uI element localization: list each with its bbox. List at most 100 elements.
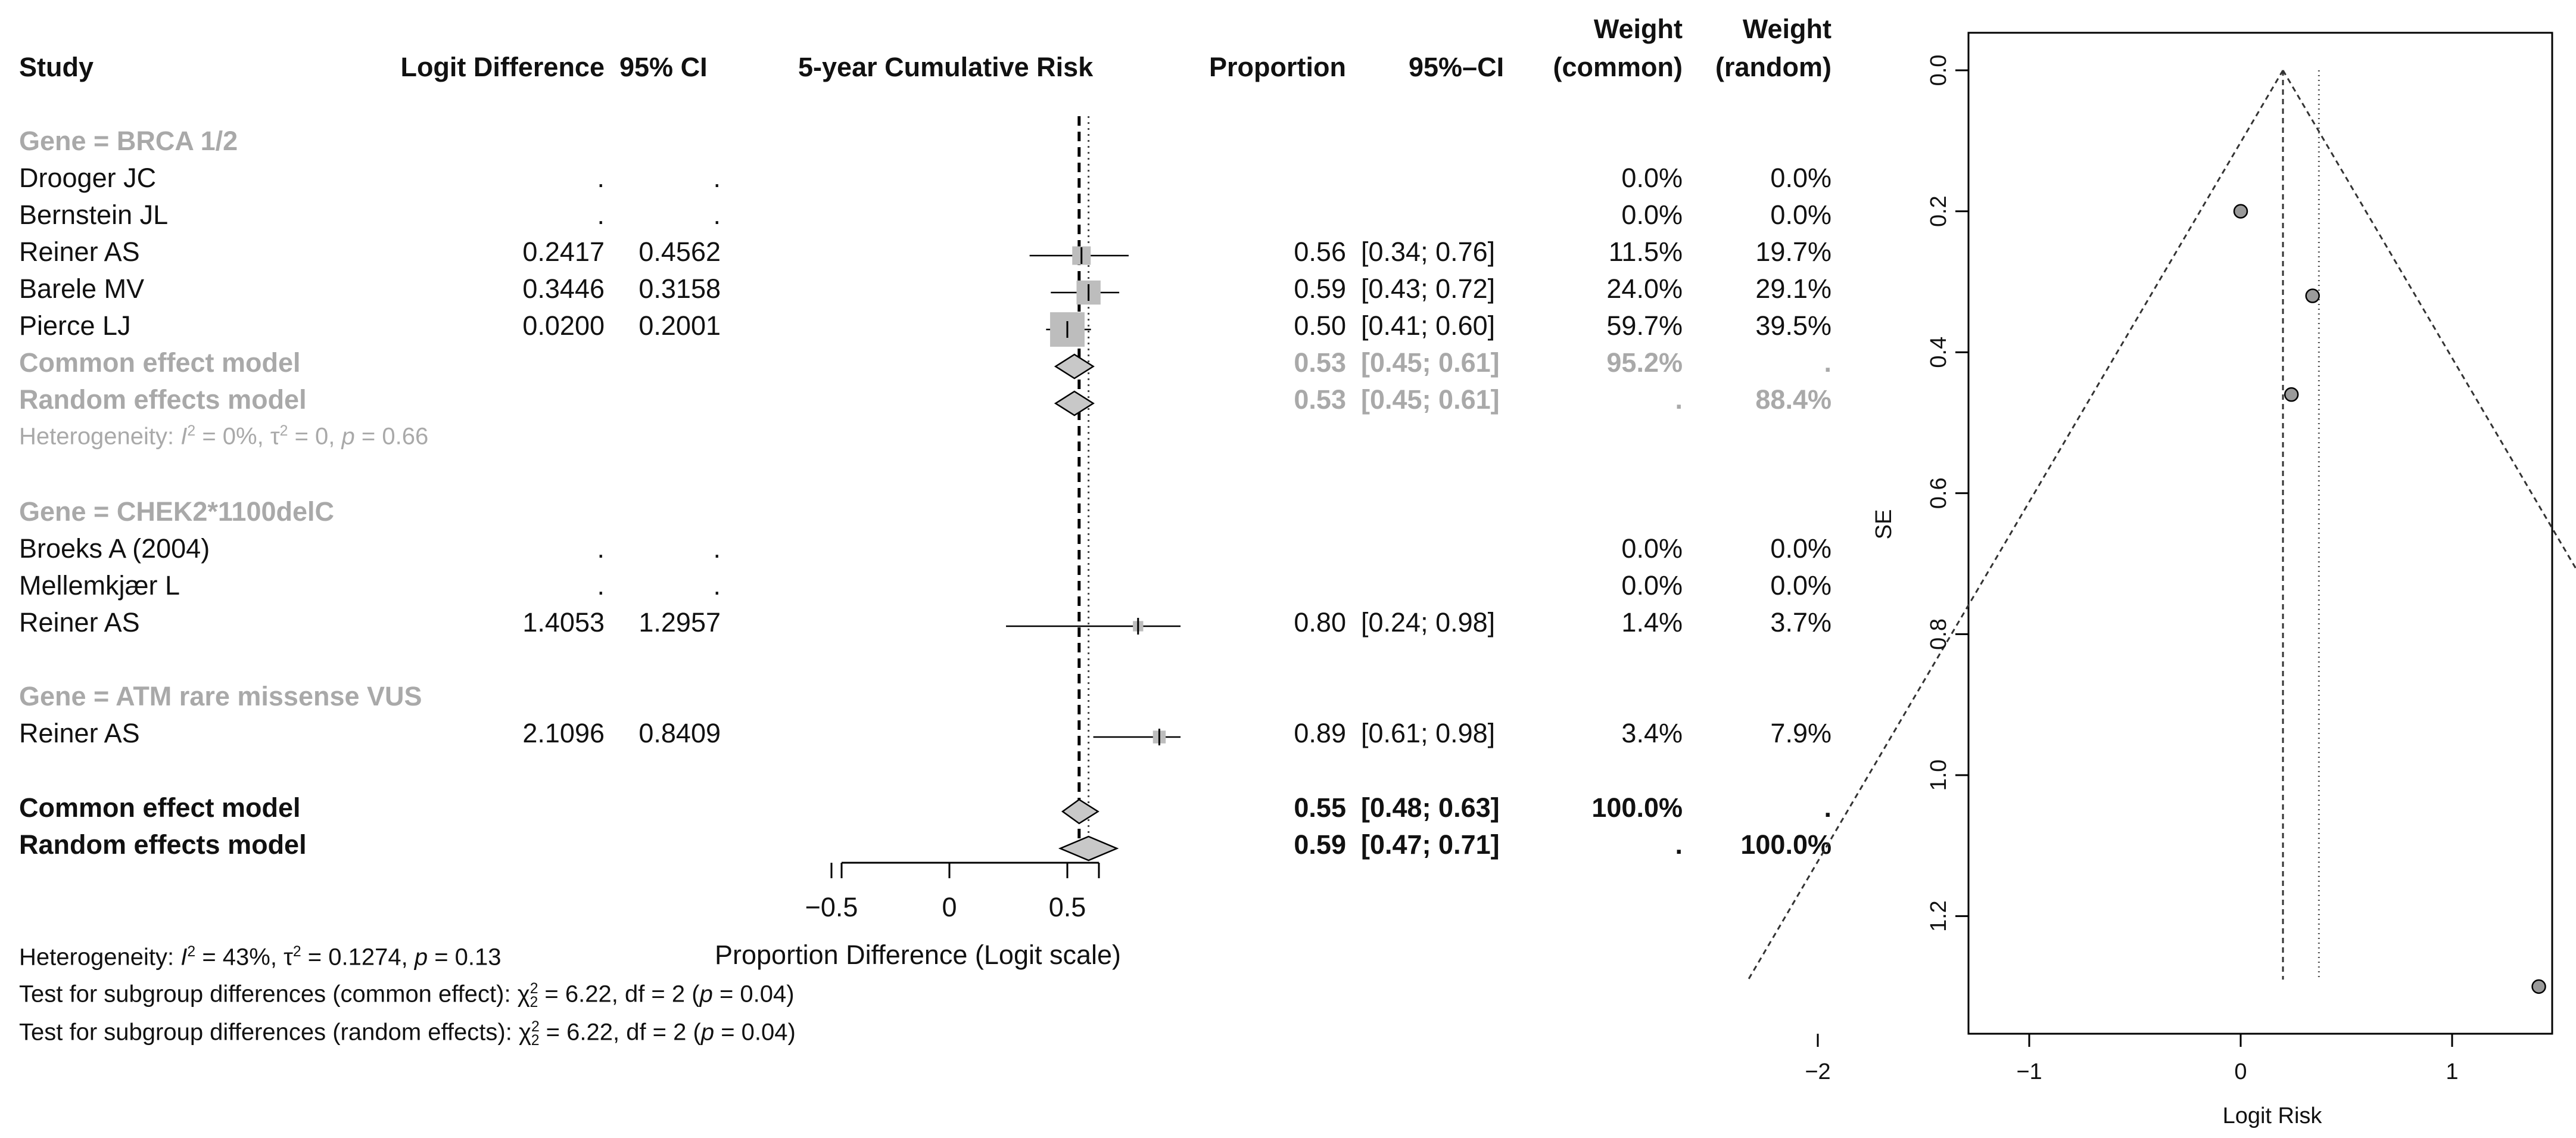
study-proportion: 0.56 bbox=[1294, 237, 1346, 267]
subgroup-random-weight-common: . bbox=[1675, 384, 1683, 415]
study-weight-common: 11.5% bbox=[1608, 237, 1683, 267]
header-weight-random-2: (random) bbox=[1715, 52, 1831, 82]
study-ci: [0.43; 0.72] bbox=[1361, 273, 1496, 304]
funnel-y-tick-label: 1.2 bbox=[1926, 900, 1951, 932]
study-ci95: . bbox=[713, 200, 721, 230]
group-label-chek2: Gene = CHEK2*1100delC bbox=[19, 496, 335, 527]
study-weight-random: 7.9% bbox=[1770, 718, 1831, 748]
header-weight-common-2: (common) bbox=[1553, 52, 1683, 82]
funnel-x-tick-label: 0 bbox=[2234, 1059, 2247, 1084]
funnel-right-boundary bbox=[2282, 70, 2576, 571]
study-name: Drooger JC bbox=[19, 163, 157, 193]
forest-x-tick-label: 0 bbox=[942, 892, 957, 922]
study-weight-common: 1.4% bbox=[1621, 607, 1683, 638]
study-weight-common: 59.7% bbox=[1606, 310, 1683, 341]
study-logit-diff: 0.0200 bbox=[522, 310, 605, 341]
study-weight-random: 0.0% bbox=[1770, 533, 1831, 564]
study-name: Broeks A (2004) bbox=[19, 533, 210, 564]
overall-common-proportion: 0.55 bbox=[1294, 792, 1346, 823]
overall-random-model: Random effects model bbox=[19, 829, 307, 860]
funnel-y-tick-label: 1.0 bbox=[1926, 760, 1951, 791]
study-weight-random: 39.5% bbox=[1755, 310, 1831, 341]
funnel-point bbox=[2531, 979, 2546, 994]
study-ci95: . bbox=[713, 163, 721, 193]
overall-common-weight-common: 100.0% bbox=[1591, 792, 1683, 823]
forest-x-axis-label: Proportion Difference (Logit scale) bbox=[715, 940, 1122, 970]
subgroup-random-ci: [0.45; 0.61] bbox=[1361, 384, 1500, 415]
funnel-y-tick-label: 0.8 bbox=[1926, 618, 1951, 650]
study-ci95: . bbox=[713, 533, 721, 564]
subgroup-common-weight-random: . bbox=[1824, 347, 1831, 378]
header-risk: 5-year Cumulative Risk bbox=[798, 52, 1094, 82]
funnel-y-tick-label: 0.0 bbox=[1926, 55, 1951, 86]
study-weight-random: 19.7% bbox=[1755, 237, 1831, 267]
study-logit-diff: . bbox=[597, 163, 605, 193]
study-proportion: 0.59 bbox=[1294, 273, 1346, 304]
subgroup-common-proportion: 0.53 bbox=[1294, 347, 1346, 378]
summary-diamond bbox=[1058, 835, 1119, 862]
study-logit-diff: 1.4053 bbox=[522, 607, 605, 638]
subgroup-random-model: Random effects model bbox=[19, 384, 307, 415]
study-weight-common: 0.0% bbox=[1621, 533, 1683, 564]
subgroup-common-ci: [0.45; 0.61] bbox=[1361, 347, 1500, 378]
study-name: Barele MV bbox=[19, 273, 145, 304]
subgroup-common-weight-common: 95.2% bbox=[1606, 347, 1683, 378]
study-name: Mellemkjær L bbox=[19, 570, 180, 601]
study-ci: [0.41; 0.60] bbox=[1361, 310, 1496, 341]
header-ci: 95%–CI bbox=[1409, 52, 1505, 82]
overall-common-weight-random: . bbox=[1824, 792, 1831, 823]
study-ci95: 0.2001 bbox=[638, 310, 721, 341]
summary-diamond bbox=[1061, 798, 1099, 825]
header-weight-common-1: Weight bbox=[1593, 14, 1683, 44]
overall-common-ci: [0.48; 0.63] bbox=[1361, 792, 1500, 823]
study-weight-random: 3.7% bbox=[1770, 607, 1831, 638]
study-ci95: 1.2957 bbox=[638, 607, 721, 638]
forest-x-tick-label: 0.5 bbox=[1049, 892, 1086, 922]
funnel-x-tick-label: 1 bbox=[2446, 1059, 2458, 1084]
study-ci: [0.61; 0.98] bbox=[1361, 718, 1496, 748]
overall-random-ci: [0.47; 0.71] bbox=[1361, 829, 1500, 860]
study-weight-random: 0.0% bbox=[1770, 200, 1831, 230]
study-ci95: 0.4562 bbox=[638, 237, 721, 267]
study-ci95: 0.8409 bbox=[638, 718, 721, 748]
subgroup-random-proportion: 0.53 bbox=[1294, 384, 1346, 415]
study-weight-random: 0.0% bbox=[1770, 163, 1831, 193]
overall-random-proportion: 0.59 bbox=[1294, 829, 1346, 860]
study-name: Reiner AS bbox=[19, 237, 140, 267]
study-weight-common: 0.0% bbox=[1621, 570, 1683, 601]
funnel-frame bbox=[1967, 32, 2553, 1035]
subgroup-common-model: Common effect model bbox=[19, 347, 301, 378]
test-subgroup-common: Test for subgroup differences (common ef… bbox=[19, 981, 795, 1011]
study-weight-common: 0.0% bbox=[1621, 163, 1683, 193]
study-weight-common: 24.0% bbox=[1606, 273, 1683, 304]
study-name: Reiner AS bbox=[19, 607, 140, 638]
subgroup-heterogeneity: Heterogeneity: I2 = 0%, τ2 = 0, p = 0.66 bbox=[19, 423, 429, 450]
study-logit-diff: . bbox=[597, 200, 605, 230]
funnel-y-axis-label: SE bbox=[1871, 509, 1896, 540]
funnel-point bbox=[2284, 387, 2299, 402]
study-ci: [0.34; 0.76] bbox=[1361, 237, 1496, 267]
study-logit-diff: 0.2417 bbox=[522, 237, 605, 267]
test-subgroup-random: Test for subgroup differences (random ef… bbox=[19, 1019, 796, 1049]
overall-random-weight-random: 100.0% bbox=[1740, 829, 1831, 860]
study-proportion: 0.80 bbox=[1294, 607, 1346, 638]
overall-random-weight-common: . bbox=[1675, 829, 1683, 860]
group-label-atm: Gene = ATM rare missense VUS bbox=[19, 681, 422, 711]
study-logit-diff: 0.3446 bbox=[522, 273, 605, 304]
funnel-point bbox=[2233, 204, 2248, 219]
forest-x-tick-label: −0.5 bbox=[805, 892, 858, 922]
study-weight-random: 29.1% bbox=[1755, 273, 1831, 304]
header-95ci: 95% CI bbox=[619, 52, 708, 82]
study-ci: [0.24; 0.98] bbox=[1361, 607, 1496, 638]
study-weight-common: 3.4% bbox=[1621, 718, 1683, 748]
funnel-left-boundary bbox=[1748, 70, 2284, 980]
study-logit-diff: . bbox=[597, 570, 605, 601]
funnel-x-tick-label: −2 bbox=[1805, 1059, 1830, 1084]
funnel-x-axis-label: Logit Risk bbox=[2223, 1103, 2323, 1128]
group-label-brca: Gene = BRCA 1/2 bbox=[19, 126, 238, 156]
funnel-y-tick-label: 0.6 bbox=[1926, 477, 1951, 509]
study-proportion: 0.89 bbox=[1294, 718, 1346, 748]
study-name: Pierce LJ bbox=[19, 310, 131, 341]
